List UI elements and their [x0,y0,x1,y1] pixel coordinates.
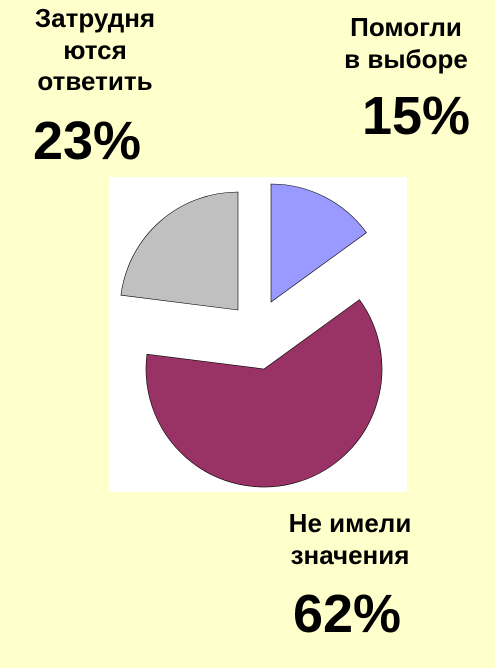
pie-slice-hard [120,191,239,311]
pie-slice-no-importance [145,299,383,488]
slice-label-hard-line-1: Затрудня [34,3,156,33]
slice-label-hard-line-2: ются [63,34,127,65]
slice-value-none: 62% [292,584,402,645]
slice-label-helped-line-1: Помогли [350,12,462,42]
slice-label-none-line-2: значения [290,539,410,570]
slice-label-hard-line-3: ответить [37,66,153,97]
slice-value-hard: 23% [32,111,142,172]
label-no-importance: Не имели значения 62% [250,508,450,645]
label-hard-to-answer: Затрудня ются ответить 23% [10,3,180,172]
slice-label-none-line-1: Не имели [288,508,412,538]
slice-label-helped-line-2: в выборе [344,43,468,74]
pie-slice-helped [270,183,367,303]
label-helped-choose: Помогли в выборе 15% [322,12,490,147]
slice-value-helped: 15% [361,86,471,147]
